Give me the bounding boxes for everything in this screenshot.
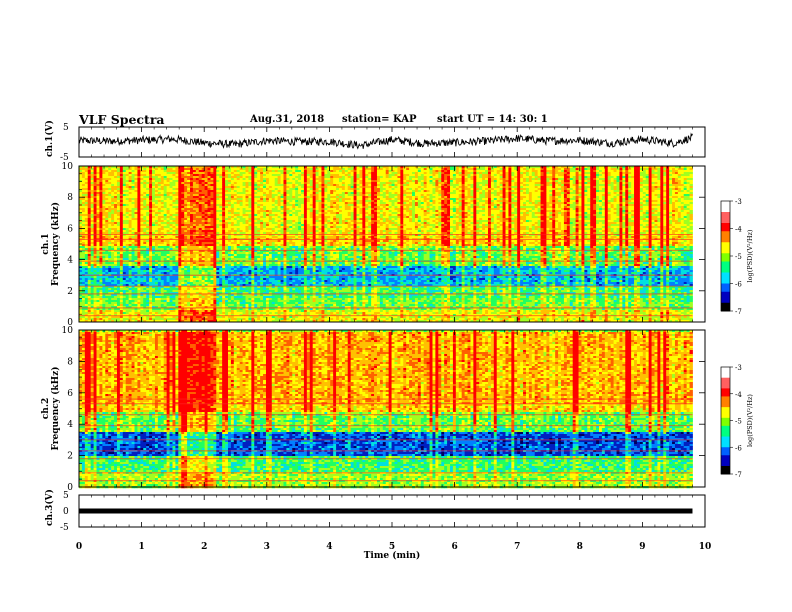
ch3-waveform-line	[79, 509, 692, 514]
x-tick-label: 3	[264, 542, 270, 552]
colorbar-tick-label: -4	[735, 391, 742, 399]
colorbar-tick-label: -7	[735, 471, 742, 479]
ch2-spec-ytick-label: 4	[67, 420, 73, 430]
ch1-spec-ylabel-channel: ch.1	[41, 233, 51, 254]
colorbar-tick-label: -6	[735, 444, 742, 452]
x-tick-label: 9	[639, 542, 645, 552]
colorbar-tick-label: -7	[735, 308, 742, 316]
ch2-spec-ytick-label: 10	[62, 326, 74, 336]
plot-area: 5-5ch.1(V) 1086420ch.1 Frequency (kHz) 10…	[0, 0, 792, 612]
vlf-spectra-figure: VLF Spectra Aug.31, 2018 station= KAP st…	[0, 0, 792, 612]
colorbar-tick-label: -4	[735, 226, 742, 234]
colorbar-tick-label: -6	[735, 281, 742, 289]
ch1-spec-ytick-label: 10	[62, 162, 74, 172]
ch2-spec-ytick-label: 2	[67, 452, 73, 462]
ch1-spec-ytick-label: 6	[67, 224, 73, 234]
x-tick-label: 10	[699, 542, 712, 552]
x-tick-label: 4	[326, 542, 332, 552]
ch2-spec-ylabel-channel: ch.2	[41, 398, 51, 419]
ch1-spec-ytick-label: 4	[67, 256, 73, 266]
ch2-spec-ylabel-frequency: Frequency (kHz)	[50, 366, 61, 450]
x-tick-label: 7	[514, 542, 520, 552]
colorbar-ch1: -3 -4 -5 -6 -7 log(PSD)(V²/Hz)	[721, 198, 754, 316]
colorbar-ch2: -3 -4 -5 -6 -7 log(PSD)(V²/Hz)	[721, 364, 754, 479]
ch1-spec-ytick-label: 8	[67, 193, 73, 203]
ch3-ytick-label: 0	[63, 507, 69, 517]
colorbar-label: log(PSD)(V²/Hz)	[746, 229, 754, 282]
ch3-ytick-label: 5	[63, 491, 69, 501]
colorbar-tick-label: -5	[735, 418, 742, 426]
ch1-ytick-label: 5	[63, 123, 69, 133]
ch1-spec-image	[79, 166, 693, 322]
ch1-spec-ylabel-frequency: Frequency (kHz)	[50, 202, 61, 286]
colorbar-tick-label: -3	[735, 364, 742, 372]
x-tick-label: 0	[76, 542, 82, 552]
ch2-spec-ytick-label: 8	[67, 357, 73, 367]
x-axis-label: Time (min)	[364, 550, 421, 561]
x-tick-label: 8	[577, 542, 583, 552]
colorbar-tick-label: -5	[735, 253, 742, 261]
ch1-spec-ytick-label: 2	[67, 287, 73, 297]
ch2-spec-ytick-label: 6	[67, 389, 73, 399]
x-tick-label: 1	[138, 542, 144, 552]
x-tick-label: 2	[201, 542, 207, 552]
ch1-waveform-line	[79, 134, 693, 149]
x-tick-label: 6	[451, 542, 457, 552]
ch3-ytick-label: -5	[60, 523, 69, 533]
ch1-waveform-panel: 5-5ch.1(V)	[44, 120, 705, 163]
ch3-ylabel: ch.3(V)	[44, 489, 55, 526]
colorbar-tick-label: -3	[735, 198, 742, 206]
ch2-spec-image	[79, 330, 693, 488]
colorbar-label: log(PSD)(V²/Hz)	[746, 394, 754, 447]
ch1-ylabel: ch.1(V)	[44, 120, 55, 157]
